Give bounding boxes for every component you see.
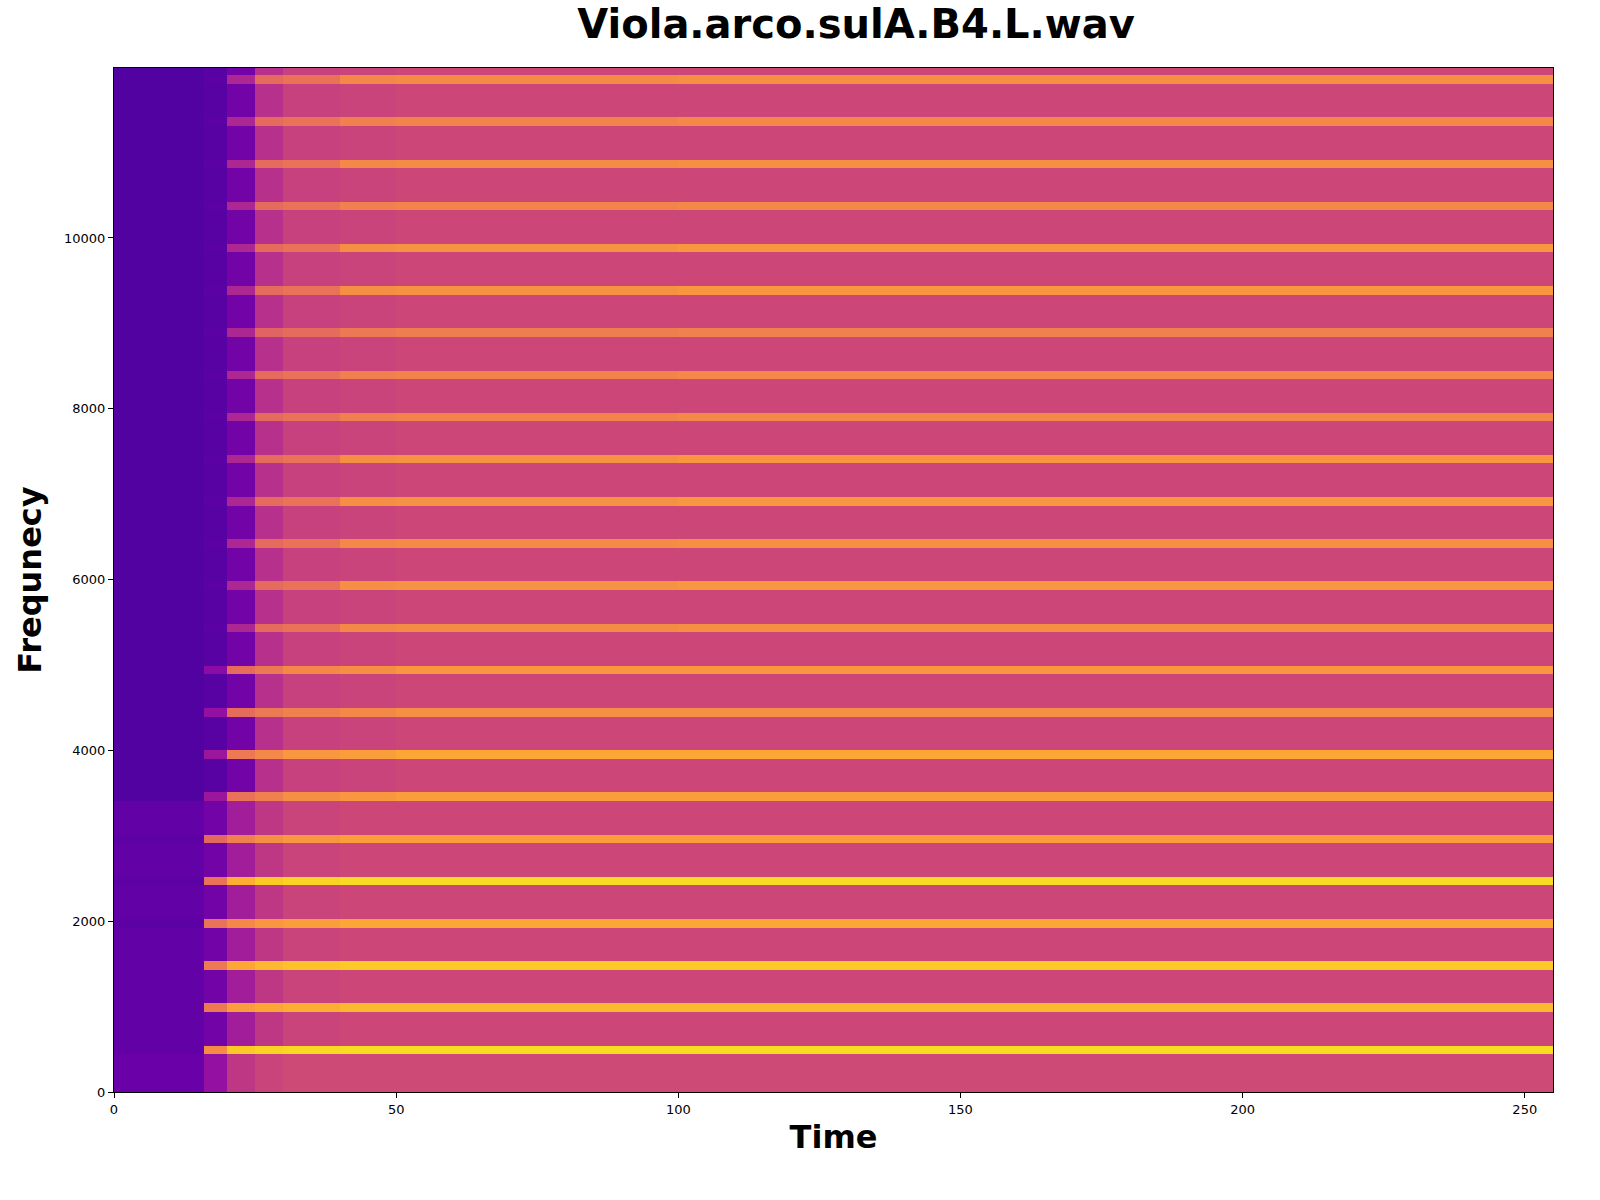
svg-text:Time: Time (790, 1118, 878, 1156)
svg-text:0: 0 (110, 1102, 118, 1117)
svg-text:Viola.arco.sulA.B4.L.wav: Viola.arco.sulA.B4.L.wav (577, 1, 1135, 47)
svg-text:2000: 2000 (72, 914, 105, 929)
svg-text:250: 250 (1512, 1102, 1537, 1117)
svg-text:50: 50 (388, 1102, 405, 1117)
svg-text:4000: 4000 (72, 743, 105, 758)
svg-text:Frequnecy: Frequnecy (11, 486, 49, 673)
svg-text:6000: 6000 (72, 572, 105, 587)
svg-text:0: 0 (97, 1085, 105, 1100)
svg-text:8000: 8000 (72, 401, 105, 416)
svg-text:100: 100 (666, 1102, 691, 1117)
svg-text:200: 200 (1230, 1102, 1255, 1117)
svg-text:150: 150 (948, 1102, 973, 1117)
svg-text:10000: 10000 (64, 231, 105, 246)
